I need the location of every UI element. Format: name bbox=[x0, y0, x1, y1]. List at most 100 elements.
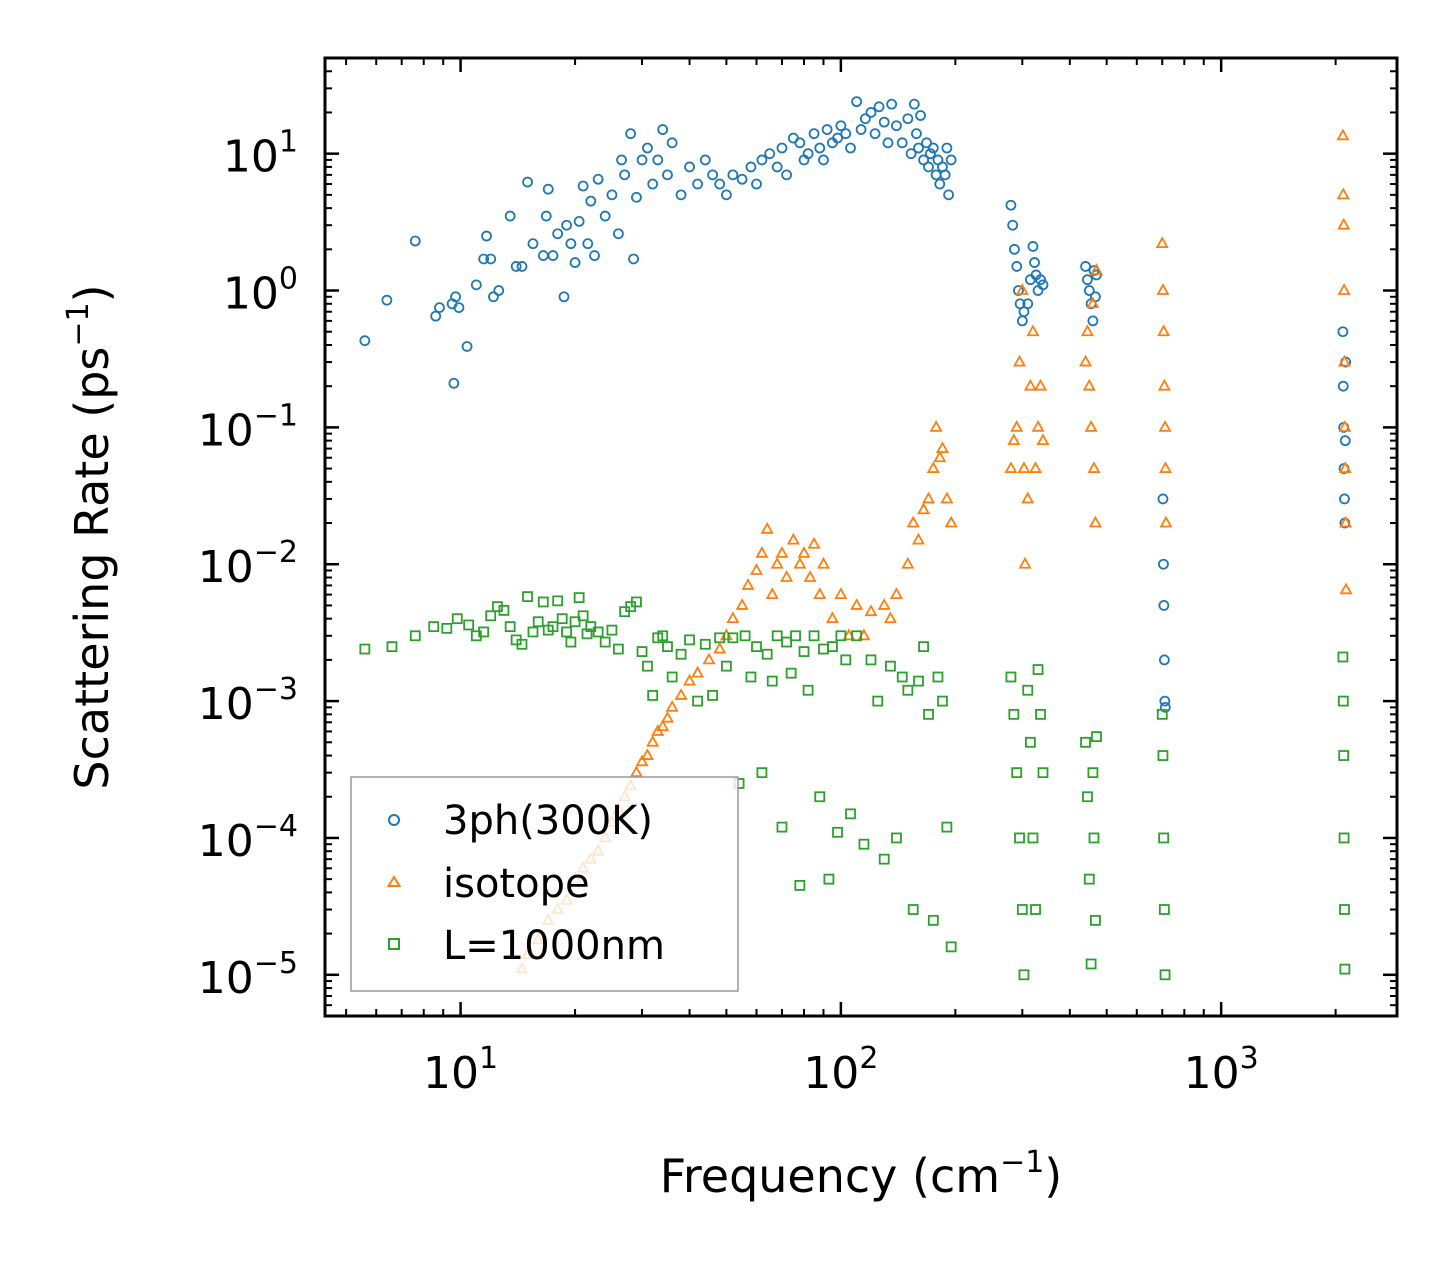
data-point bbox=[628, 253, 639, 265]
data-point bbox=[808, 630, 820, 642]
data-point bbox=[877, 598, 891, 610]
data-point bbox=[771, 161, 783, 173]
data-point bbox=[1026, 324, 1040, 337]
data-point bbox=[797, 546, 811, 558]
data-point bbox=[891, 120, 902, 132]
data-point bbox=[646, 734, 660, 747]
data-point bbox=[565, 238, 577, 250]
data-point bbox=[827, 641, 838, 653]
data-point bbox=[1336, 187, 1350, 200]
data-point bbox=[636, 154, 648, 166]
data-point bbox=[832, 826, 843, 838]
data-point bbox=[878, 116, 890, 128]
data-point bbox=[1337, 283, 1351, 295]
data-point bbox=[522, 591, 533, 603]
data-point bbox=[891, 832, 902, 844]
data-point bbox=[1011, 767, 1023, 779]
data-point bbox=[1007, 433, 1021, 446]
data-point bbox=[409, 235, 421, 247]
data-point bbox=[1158, 558, 1169, 570]
data-point bbox=[631, 191, 642, 203]
data-point bbox=[451, 613, 463, 625]
data-point bbox=[727, 632, 739, 644]
data-point bbox=[683, 673, 697, 686]
data-point bbox=[498, 604, 510, 616]
x-tick-label: 103 bbox=[1184, 1041, 1259, 1099]
data-point bbox=[707, 690, 719, 701]
data-point bbox=[1339, 904, 1350, 915]
data-point bbox=[547, 621, 559, 633]
data-point bbox=[741, 578, 755, 590]
data-point bbox=[765, 587, 779, 599]
legend-marker-l1000nm-icon bbox=[388, 938, 400, 950]
data-point bbox=[1158, 461, 1173, 473]
data-point bbox=[1159, 515, 1173, 528]
data-point bbox=[1027, 832, 1039, 844]
data-point bbox=[945, 154, 957, 166]
x-axis-label: Frequency (cm−1) bbox=[660, 1145, 1063, 1203]
legend-marker-isotope-icon bbox=[386, 875, 402, 887]
data-point bbox=[714, 178, 726, 190]
data-point bbox=[727, 169, 739, 181]
legend-item-l1000nm: L=1000nm bbox=[388, 923, 665, 969]
data-point bbox=[941, 142, 953, 154]
data-point bbox=[1338, 832, 1350, 844]
data-point bbox=[720, 189, 732, 201]
data-point bbox=[835, 120, 847, 132]
legend-item-isotope: isotope bbox=[386, 861, 590, 907]
data-point bbox=[430, 310, 442, 322]
data-point bbox=[943, 189, 955, 201]
data-point bbox=[907, 904, 919, 915]
data-point bbox=[1156, 283, 1170, 295]
data-point bbox=[1010, 420, 1024, 432]
data-point bbox=[1339, 435, 1351, 447]
data-point bbox=[835, 630, 847, 642]
data-point bbox=[1157, 324, 1171, 337]
data-point bbox=[674, 688, 688, 700]
data-point bbox=[1080, 261, 1091, 272]
data-point bbox=[606, 624, 618, 636]
data-point bbox=[485, 610, 497, 622]
tick-label-layer: 101 102 103 101 100 10−1 10−2 10−3 10−4 10−5 bbox=[198, 125, 1259, 1099]
data-point bbox=[1158, 654, 1170, 666]
data-point bbox=[1008, 708, 1020, 720]
legend-label-isotope: isotope bbox=[443, 861, 590, 907]
data-point bbox=[573, 592, 585, 604]
data-point bbox=[660, 710, 675, 723]
data-point bbox=[882, 137, 894, 149]
data-point bbox=[1027, 241, 1039, 252]
legend-label-3ph: 3ph(300K) bbox=[443, 798, 653, 844]
data-point bbox=[865, 107, 877, 118]
y-tick-label: 100 bbox=[223, 262, 298, 320]
data-point bbox=[1015, 283, 1029, 295]
y-tick-label: 101 bbox=[223, 125, 298, 183]
data-point bbox=[823, 873, 835, 885]
data-point bbox=[807, 536, 821, 549]
data-point bbox=[662, 641, 673, 653]
data-point bbox=[516, 638, 528, 650]
data-point bbox=[537, 596, 549, 608]
data-point bbox=[869, 128, 881, 140]
data-point bbox=[1336, 128, 1350, 141]
data-point bbox=[794, 880, 806, 891]
data-point bbox=[775, 546, 789, 558]
data-point bbox=[917, 502, 931, 515]
data-point bbox=[1338, 420, 1352, 432]
data-point bbox=[1339, 515, 1353, 528]
data-point bbox=[1090, 914, 1101, 926]
data-point bbox=[913, 142, 924, 154]
data-point bbox=[599, 636, 611, 648]
legend-item-3ph: 3ph(300K) bbox=[388, 798, 653, 844]
data-point bbox=[1029, 257, 1040, 268]
data-point bbox=[927, 142, 939, 154]
data-point bbox=[932, 671, 944, 683]
data-point bbox=[547, 250, 559, 261]
data-point bbox=[612, 228, 624, 240]
data-point bbox=[935, 441, 950, 453]
data-point bbox=[1036, 433, 1050, 446]
data-point bbox=[918, 641, 929, 653]
data-point bbox=[923, 708, 934, 720]
data-point bbox=[751, 641, 762, 653]
data-point bbox=[1032, 664, 1044, 675]
